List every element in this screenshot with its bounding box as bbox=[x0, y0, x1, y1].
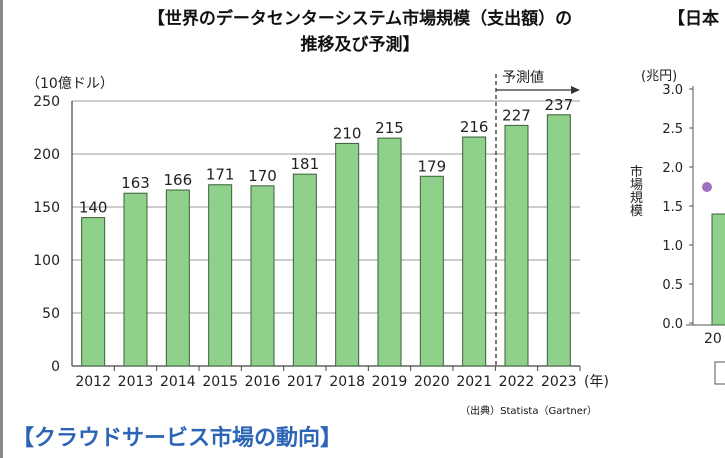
x-tick-label: 2013 bbox=[118, 374, 154, 390]
japan-y-tick-label: 0.5 bbox=[662, 278, 683, 293]
bar bbox=[123, 192, 148, 367]
bar bbox=[546, 114, 571, 367]
y-tick-label: 100 bbox=[33, 253, 60, 269]
x-tick-label: 2018 bbox=[329, 374, 365, 390]
japan-y-tick-label: 3.0 bbox=[662, 83, 683, 98]
y-tick-label: 50 bbox=[42, 306, 60, 322]
data-label: 179 bbox=[418, 157, 447, 175]
chart-title-line-2: 推移及び予測】 bbox=[300, 35, 420, 55]
data-label: 227 bbox=[502, 106, 531, 124]
x-tick-label: 2019 bbox=[372, 374, 408, 390]
data-label: 163 bbox=[121, 174, 150, 192]
y-tick-label: 150 bbox=[33, 200, 60, 216]
bar-layer bbox=[81, 114, 571, 367]
source-note: （出典）Statista（Gartner） bbox=[460, 406, 597, 417]
japan-y-tick-label: 2.0 bbox=[662, 161, 683, 176]
x-tick-label: 2015 bbox=[202, 374, 238, 390]
label-layer: 0 50 100 150 200 250 140 2012 163 2013 166 2014 171 2… bbox=[33, 94, 609, 390]
data-label: 166 bbox=[164, 171, 193, 189]
bar bbox=[208, 184, 233, 367]
data-label: 171 bbox=[206, 166, 235, 184]
japan-chart: (兆円) 3.0 2.5 2.0 1.5 1.0 0.5 0.0 20 bbox=[641, 69, 725, 385]
japan-chart-title: 【日本 bbox=[668, 9, 719, 29]
bar bbox=[335, 142, 360, 367]
forecast-arrow-head bbox=[571, 86, 580, 94]
x-axis-suffix: (年) bbox=[584, 374, 609, 390]
bar bbox=[165, 189, 190, 367]
bar bbox=[377, 137, 402, 367]
x-tick-label: 2012 bbox=[75, 374, 111, 390]
panel-left-border bbox=[0, 0, 3, 458]
bar bbox=[462, 136, 487, 367]
data-label: 181 bbox=[291, 155, 320, 173]
section-heading: 【クラウドサービス市場の動向】 bbox=[12, 426, 343, 451]
forecast-label: 予測値 bbox=[502, 70, 544, 86]
data-label: 170 bbox=[248, 167, 277, 185]
bar bbox=[504, 124, 529, 367]
data-label: 237 bbox=[545, 96, 574, 114]
chart-title: 【世界のデータセンターシステム市場規模（支出額）の 推移及び予測】 bbox=[40, 6, 680, 58]
x-tick-label: 2021 bbox=[456, 374, 492, 390]
y-unit-label: （10億ドル） bbox=[26, 76, 114, 92]
grid-layer bbox=[71, 100, 581, 371]
data-label: 140 bbox=[79, 199, 108, 217]
x-tick-label: 2023 bbox=[541, 374, 577, 390]
data-label: 210 bbox=[333, 124, 362, 142]
x-tick-label: 2017 bbox=[287, 374, 323, 390]
japan-y-tick-label: 2.5 bbox=[662, 122, 683, 137]
y-tick-label: 200 bbox=[33, 147, 60, 163]
x-tick-label: 2014 bbox=[160, 374, 196, 390]
x-tick-label: 2022 bbox=[499, 374, 535, 390]
japan-y-tick-label: 1.0 bbox=[662, 239, 683, 254]
x-tick-label: 2016 bbox=[245, 374, 281, 390]
x-tick-label: 2020 bbox=[414, 374, 450, 390]
japan-y-tick-label: 0.0 bbox=[662, 317, 683, 332]
y-tick-label: 0 bbox=[51, 359, 60, 375]
japan-unit-label: (兆円) bbox=[641, 69, 677, 84]
japan-y-tick-label: 1.5 bbox=[662, 200, 683, 215]
data-label: 215 bbox=[375, 119, 404, 137]
bar bbox=[250, 185, 275, 367]
bar bbox=[81, 217, 106, 367]
japan-bar-first bbox=[711, 213, 725, 326]
bar bbox=[419, 175, 444, 367]
chart-title-line-1: 【世界のデータセンターシステム市場規模（支出額）の bbox=[147, 9, 573, 29]
data-label: 216 bbox=[460, 118, 489, 136]
japan-line-point bbox=[702, 182, 712, 192]
bar bbox=[292, 173, 317, 367]
japan-legend-box bbox=[714, 361, 725, 385]
japan-y-axis-title: 市場規模 bbox=[630, 165, 644, 219]
y-tick-label: 250 bbox=[33, 94, 60, 110]
japan-x-label-partial: 20 bbox=[704, 331, 722, 347]
